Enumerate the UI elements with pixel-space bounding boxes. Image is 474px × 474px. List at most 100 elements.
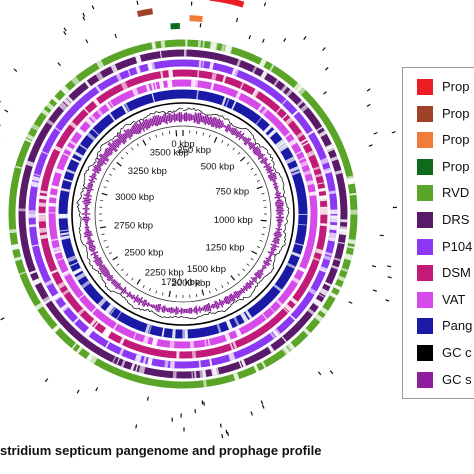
gc-skew-bar — [211, 303, 215, 309]
ring-gap — [231, 100, 237, 110]
gc-skew-bar — [205, 304, 208, 312]
ring-gap — [138, 365, 146, 374]
gc-skew-bar — [273, 234, 282, 238]
gc-skew-bar — [151, 304, 155, 309]
ring-gap — [69, 121, 78, 129]
gc-skew-bar — [263, 259, 271, 266]
gc-skew-bar — [232, 294, 237, 299]
ring-gap — [54, 126, 62, 133]
gc-skew-bar — [118, 286, 123, 291]
outer-mark — [250, 411, 253, 416]
gc-skew-bar — [257, 154, 266, 160]
ring-gap — [169, 360, 175, 369]
ring-gap — [320, 223, 328, 227]
gc-skew-bar — [166, 115, 169, 122]
gc-skew-bar — [90, 251, 99, 256]
minor-tick — [136, 143, 139, 147]
gc-skew-bar — [106, 274, 111, 279]
gc-skew-bar — [84, 226, 90, 229]
major-tick — [230, 275, 236, 281]
gc-skew-bar — [201, 116, 205, 123]
ring-gap — [199, 370, 206, 378]
gc-skew-bar — [112, 280, 117, 285]
ring-gap — [315, 248, 323, 255]
minor-tick — [125, 151, 129, 155]
ring-gap — [172, 371, 177, 379]
gc-skew-bar — [115, 138, 122, 146]
minor-tick — [103, 239, 107, 242]
gc-skew-bar — [130, 127, 136, 135]
gc-skew-bar — [206, 116, 210, 124]
ring-gap — [106, 305, 115, 315]
ring-gap — [340, 267, 349, 273]
minor-tick — [195, 293, 198, 297]
legend-swatch — [417, 185, 433, 202]
ring-gap — [130, 363, 136, 371]
ring-gap — [339, 226, 348, 232]
ring-gap — [296, 85, 306, 96]
gc-skew-bar — [88, 182, 94, 186]
ring-gap — [164, 360, 169, 368]
gc-skew-bar — [261, 264, 267, 269]
ring-gap — [285, 156, 296, 165]
ring-gap — [296, 131, 304, 139]
outer-mark — [385, 299, 390, 302]
tick-label: 3000 kbp — [115, 192, 154, 203]
ring-gap — [88, 354, 94, 362]
gc-skew-bar — [99, 157, 106, 162]
ring-gap — [89, 319, 97, 327]
gc-skew-bar — [131, 294, 135, 300]
gc-skew-bar — [251, 280, 254, 283]
gc-skew-bar — [257, 152, 262, 157]
legend-label: Prop — [442, 132, 470, 148]
ring-gap — [300, 160, 309, 168]
ring-gap — [131, 87, 139, 97]
gc-skew-bar — [243, 137, 248, 142]
ring-gap — [290, 297, 298, 305]
gc-skew-bar — [260, 157, 264, 160]
ring-gap — [323, 255, 332, 261]
gc-skew-bar — [215, 300, 220, 309]
gc-skew-bar — [224, 123, 230, 132]
ring-gap — [14, 256, 22, 262]
legend-item: Pang — [403, 317, 474, 341]
gc-skew-bar — [200, 307, 203, 311]
ring-gap — [306, 130, 315, 136]
ring-gap — [330, 217, 338, 223]
ring-gap — [261, 313, 268, 320]
gc-skew-bar — [157, 303, 162, 313]
gc-skew-bar — [238, 290, 242, 295]
gc-skew-bar — [252, 146, 259, 152]
gc-skew-bar — [274, 195, 283, 199]
outer-mark — [260, 400, 264, 405]
ring-gap — [291, 277, 300, 284]
outer-mark — [0, 124, 1, 127]
gc-skew-bar — [273, 242, 277, 245]
gc-skew-bar — [156, 303, 160, 312]
ring-gap — [154, 82, 158, 90]
gc-skew-bar — [229, 127, 234, 133]
gc-skew-bar — [275, 191, 280, 194]
gc-skew-bar — [203, 305, 207, 312]
ring-gap — [295, 150, 303, 155]
major-tick — [251, 250, 258, 255]
gc-skew-bar — [275, 201, 284, 204]
ring-gap — [66, 255, 77, 263]
gc-content-ring — [71, 102, 295, 326]
ring-gap — [285, 117, 294, 126]
major-tick — [175, 130, 178, 137]
gc-skew-bar — [222, 300, 226, 304]
ring-gap — [112, 356, 117, 364]
outer-mark — [387, 276, 392, 279]
minor-tick — [108, 252, 112, 255]
gc-skew-bar — [98, 263, 103, 267]
gc-skew-bar — [116, 138, 122, 144]
gc-skew-bar — [274, 192, 282, 196]
gc-skew-bar — [87, 185, 93, 189]
ring-gap — [150, 82, 155, 91]
gc-skew-bar — [255, 272, 262, 278]
minor-tick — [257, 179, 261, 182]
ring-gap — [330, 156, 339, 162]
gc-skew-bar — [272, 245, 277, 249]
outer-mark — [366, 88, 371, 92]
